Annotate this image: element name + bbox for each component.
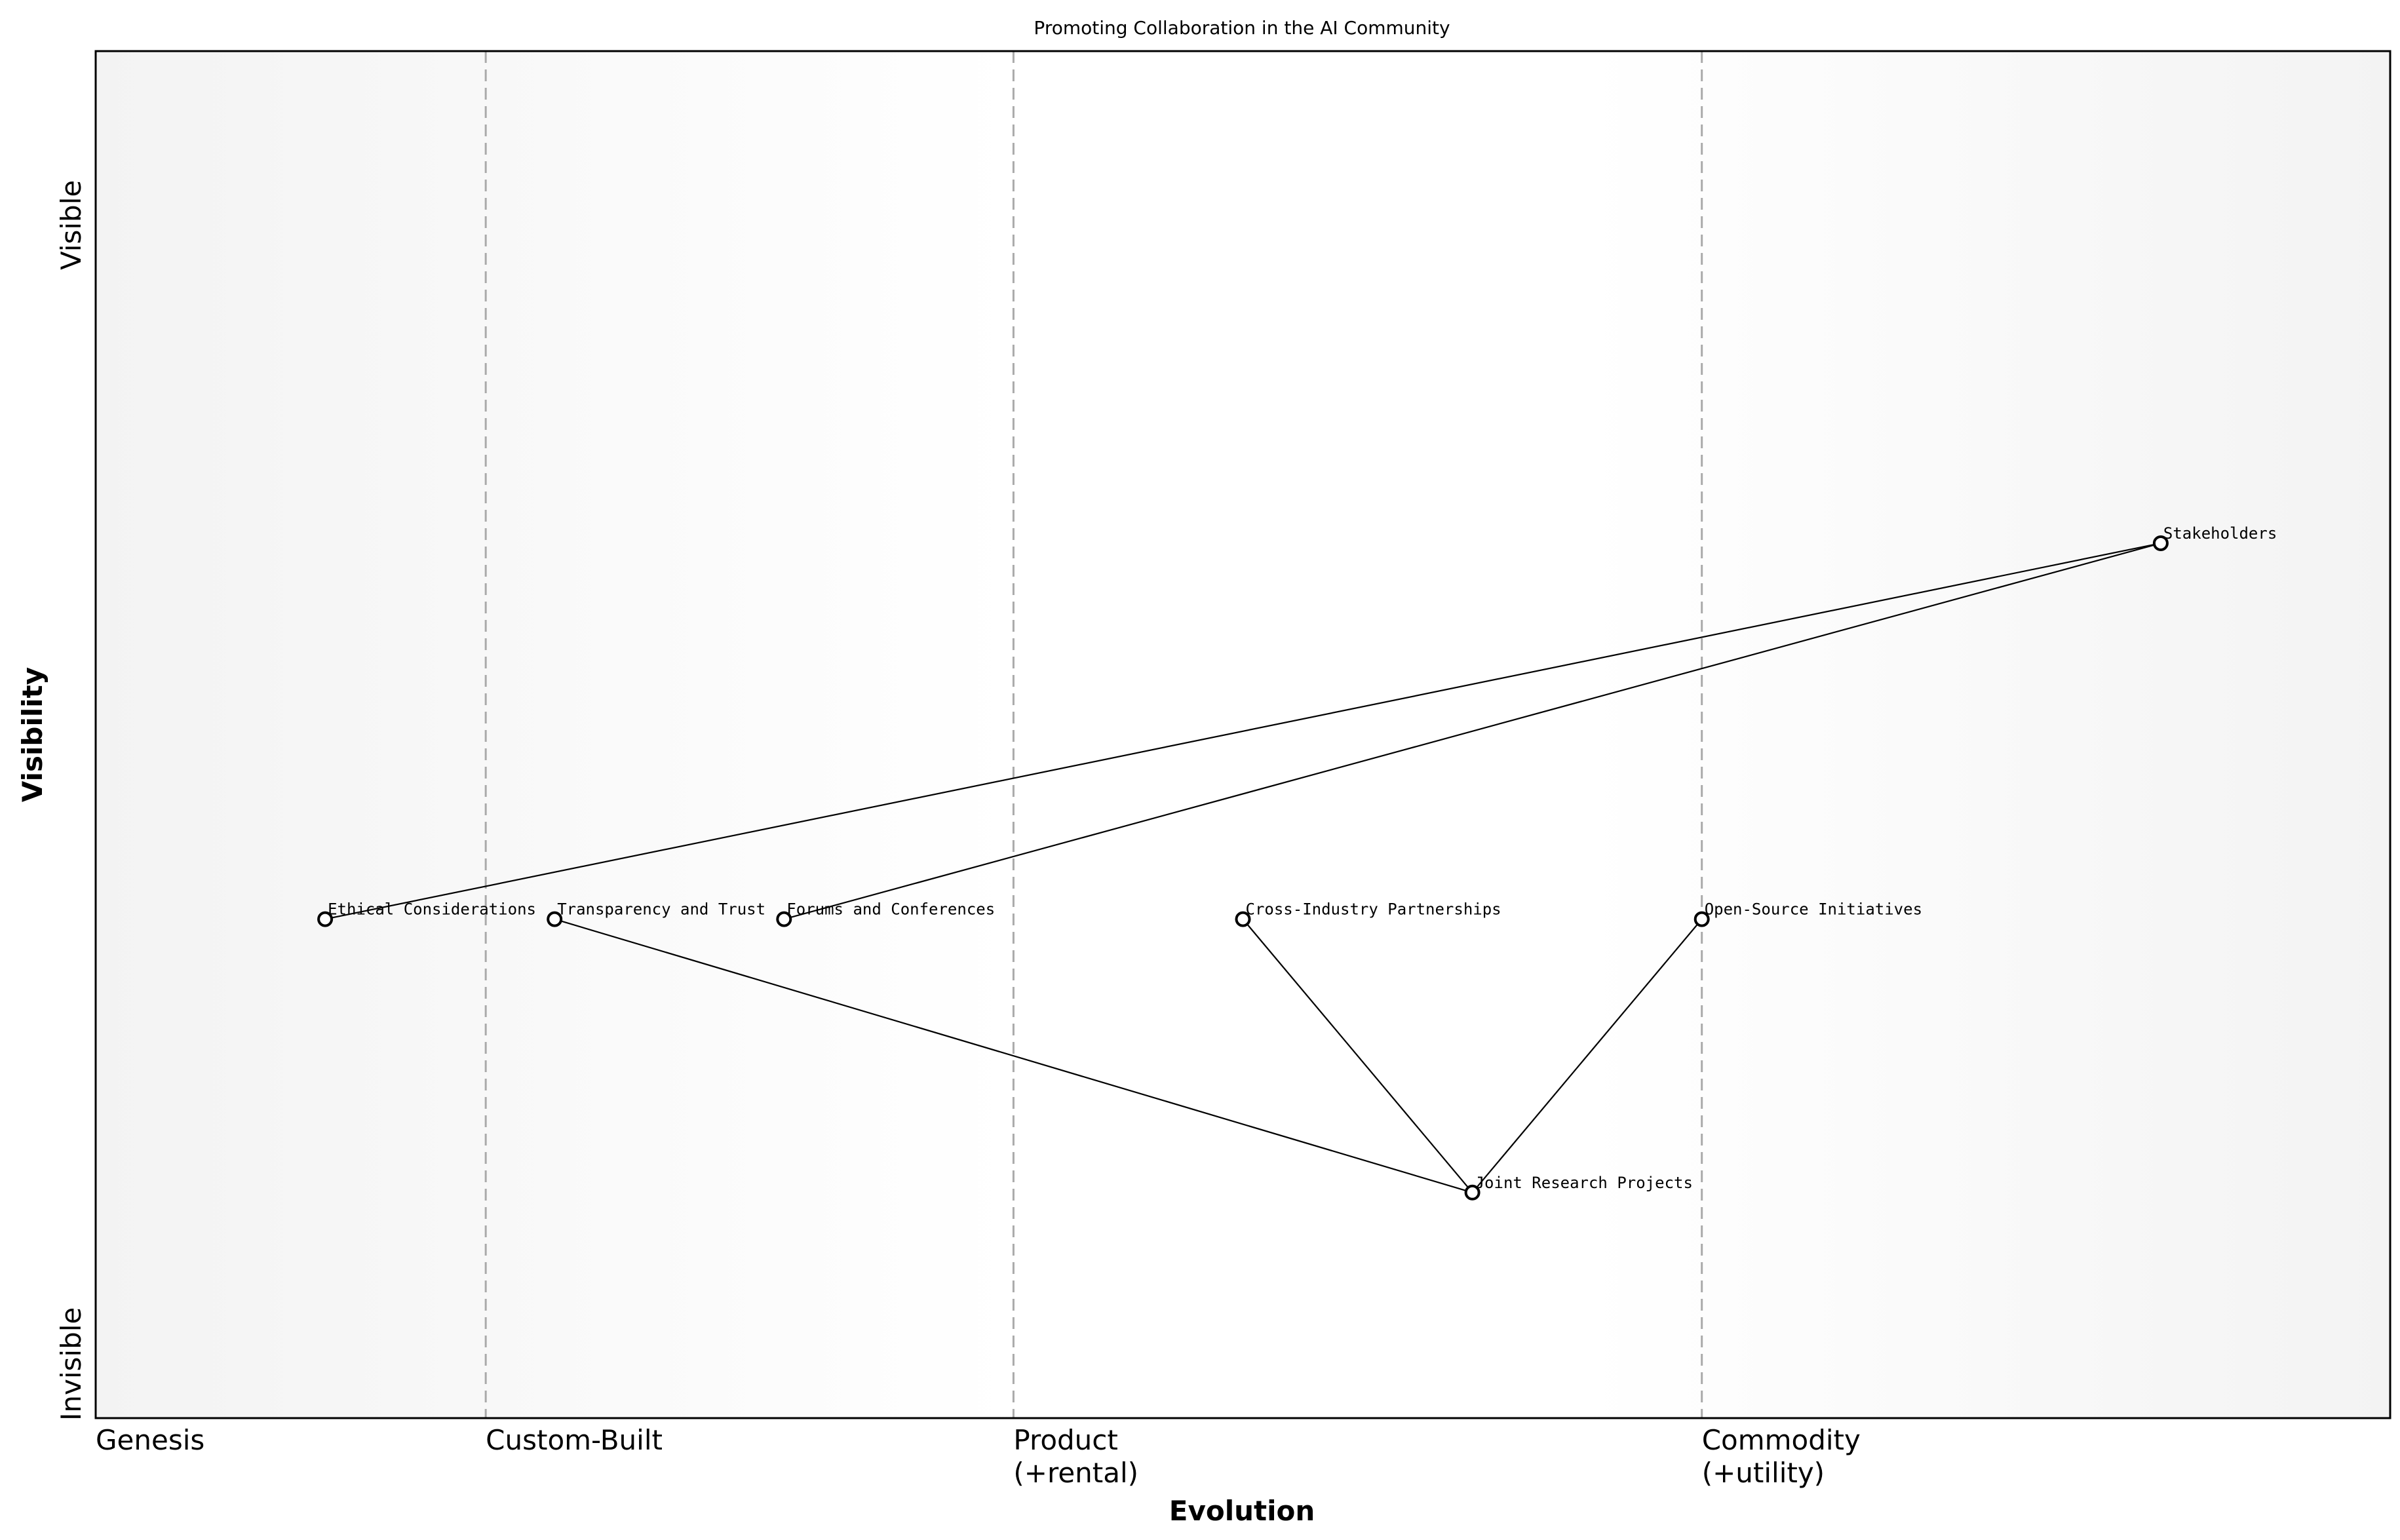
dependency-link: [1471, 918, 1703, 1193]
y-axis-top-label: Visible: [55, 180, 87, 270]
evolution-stage-label: Commodity (+utility): [1702, 1424, 1861, 1489]
component-marker[interactable]: [1694, 911, 1710, 927]
component-stakeholders[interactable]: Stakeholders: [2152, 524, 2277, 551]
component-forums[interactable]: Forums and Conferences: [776, 900, 995, 927]
component-marker[interactable]: [547, 911, 563, 927]
plot-background: [96, 51, 2390, 1418]
dependency-link: [554, 918, 1473, 1193]
component-label: Stakeholders: [2163, 524, 2277, 543]
component-marker[interactable]: [776, 911, 792, 927]
component-label: Open-Source Initiatives: [1705, 900, 1922, 919]
x-axis-label: Evolution: [1169, 1495, 1315, 1527]
component-opensource[interactable]: Open-Source Initiatives: [1694, 900, 1922, 927]
component-marker[interactable]: [1464, 1184, 1481, 1201]
map-title: Promoting Collaboration in the AI Commun…: [1034, 17, 1450, 39]
dependency-link: [1242, 918, 1473, 1193]
component-marker[interactable]: [1235, 911, 1251, 927]
component-label: Forums and Conferences: [786, 900, 995, 919]
component-ethical[interactable]: Ethical Considerations: [317, 900, 536, 927]
component-label: Cross-Industry Partnerships: [1246, 900, 1501, 919]
evolution-stage-labels: Genesis Custom-Built Product (+rental) Commo…: [96, 1424, 1861, 1489]
component-marker[interactable]: [2152, 535, 2169, 551]
component-joint[interactable]: Joint Research Projects: [1464, 1174, 1693, 1201]
component-nodes: Stakeholders Ethical Considerations Transp…: [317, 524, 2277, 1201]
y-axis-bottom-label: Invisible: [55, 1307, 87, 1421]
evolution-stage-label: Product (+rental): [1013, 1424, 1138, 1489]
evolution-stage-label: Custom-Built: [486, 1424, 663, 1456]
component-marker[interactable]: [317, 911, 334, 927]
y-axis-label: Visibility: [16, 667, 48, 802]
dependency-links: [324, 542, 2161, 1193]
dependency-link: [324, 542, 2161, 920]
component-transparency[interactable]: Transparency and Trust: [547, 900, 765, 927]
evolution-stage-dividers: [484, 51, 1703, 1418]
evolution-stage-label: Genesis: [96, 1424, 204, 1456]
component-cross[interactable]: Cross-Industry Partnerships: [1235, 900, 1501, 927]
component-label: Joint Research Projects: [1475, 1174, 1693, 1192]
component-label: Transparency and Trust: [557, 900, 765, 919]
dependency-link: [784, 542, 2161, 920]
component-label: Ethical Considerations: [328, 900, 536, 919]
plot-frame: [94, 50, 2391, 1419]
